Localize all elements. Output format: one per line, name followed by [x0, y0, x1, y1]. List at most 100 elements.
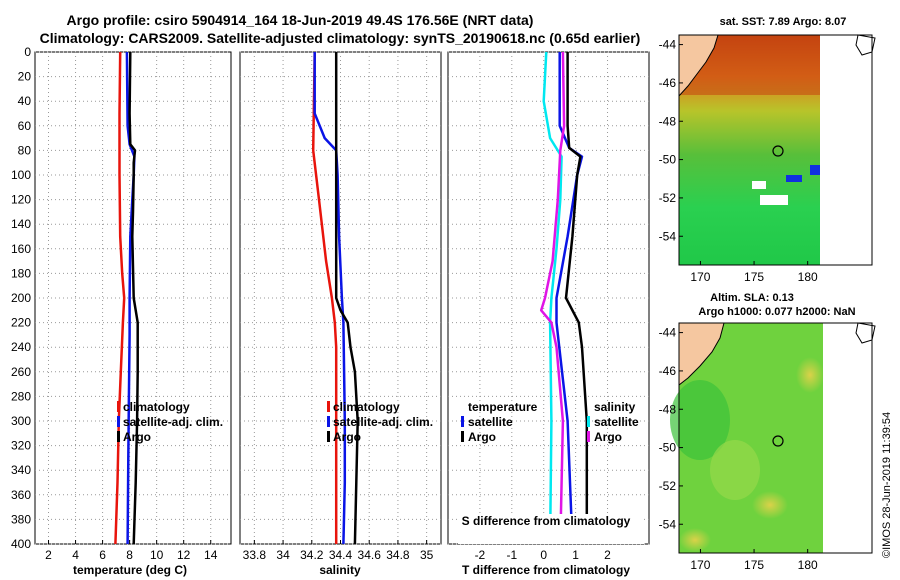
temperature-legend: climatology satellite-adj. clim. Argo	[117, 400, 223, 444]
legend-t-satellite-swatch	[461, 416, 464, 427]
lon-tick-label: 170	[690, 558, 710, 572]
series-s-argo	[539, 51, 566, 545]
legend-s-argo-swatch	[587, 431, 590, 442]
salinity-x-ticks: 33.8 34 34.2 34.4 34.6 34.8 35	[243, 540, 434, 562]
difference-lines	[539, 51, 589, 545]
legend-argo-label: Argo	[333, 430, 361, 444]
sst-cold-patch	[786, 175, 802, 182]
lat-tick-label: -52	[659, 479, 677, 493]
legend-argo-swatch	[117, 431, 120, 442]
temperature-x-ticks: 2 4 6 8 10 12 14	[45, 540, 218, 562]
s-difference-xlabel: S difference from climatology	[462, 514, 631, 528]
x-tick-label: 35	[420, 548, 434, 562]
depth-tick-label: 240	[11, 340, 31, 354]
sst-map-frame	[678, 34, 873, 266]
legend-t-satellite-label: satellite	[468, 415, 513, 429]
x-tick-label: 2	[45, 548, 52, 562]
salinity-lines	[311, 51, 359, 545]
depth-tick-label: 360	[11, 488, 31, 502]
lat-tick-label: -48	[659, 402, 677, 416]
lat-tick-label: -50	[659, 153, 677, 167]
depth-tick-label: 100	[11, 168, 31, 182]
depth-tick-label: 120	[11, 193, 31, 207]
temperature-grid	[35, 51, 231, 545]
new-zealand-coast	[678, 34, 719, 98]
x-tick-label: 8	[126, 548, 133, 562]
x-tick-label: 0	[540, 548, 547, 562]
series-s-satellite	[542, 51, 563, 545]
temperature-xlabel: temperature (deg C)	[73, 563, 187, 577]
sla-map-frame	[678, 322, 873, 554]
depth-tick-label: 140	[11, 217, 31, 231]
temperature-lines	[114, 51, 139, 545]
x-tick-label: 34.8	[386, 548, 410, 562]
x-tick-label: 2	[604, 548, 611, 562]
series-t-argo	[564, 52, 589, 544]
lon-tick-label: 180	[798, 558, 818, 572]
new-zealand-coast	[678, 322, 725, 387]
depth-tick-label: 380	[11, 512, 31, 526]
legend-argo-swatch	[327, 431, 330, 442]
lat-tick-label: -44	[659, 326, 677, 340]
legend-satellite-swatch	[327, 416, 330, 427]
argo-location-marker	[772, 145, 784, 157]
legend-t-argo-label: Argo	[468, 430, 496, 444]
x-tick-label: 4	[72, 548, 79, 562]
title-line-1: Argo profile: csiro 5904914_164 18-Jun-2…	[67, 12, 534, 28]
x-tick-label: 34	[276, 548, 290, 562]
argo-location-marker	[772, 435, 784, 447]
sla-high-patch-2	[796, 357, 824, 393]
depth-tick-label: 160	[11, 242, 31, 256]
lon-tick-label: 175	[744, 558, 764, 572]
depth-tick-label: 300	[11, 414, 31, 428]
difference-legend-temperature: temperature satellite Argo	[461, 400, 538, 444]
sla-lon-ticks: 170 175 180	[690, 549, 818, 572]
sla-map-subtitle: Argo h1000: 0.077 h2000: NaN	[698, 306, 855, 318]
legend-climatology-swatch	[117, 401, 120, 412]
series-climatology	[311, 51, 338, 544]
depth-tick-label: 80	[18, 143, 32, 157]
lon-tick-label: 170	[690, 270, 710, 284]
t-difference-xlabel: T difference from climatology	[462, 563, 630, 577]
s-difference-label-bg	[458, 514, 644, 544]
legend-temperature-title: temperature	[468, 400, 538, 414]
imos-credit: ©IMOS 28-Jun-2019 11:39:54	[881, 412, 893, 558]
x-tick-label: 1	[572, 548, 579, 562]
depth-tick-label: 260	[11, 365, 31, 379]
sst-lon-ticks: 170 175 180	[690, 261, 818, 284]
x-tick-label: 33.8	[243, 548, 267, 562]
title-line-2: Climatology: CARS2009. Satellite-adjuste…	[40, 30, 641, 46]
depth-tick-label: 220	[11, 316, 31, 330]
lat-tick-label: -48	[659, 114, 677, 128]
lat-tick-label: -54	[659, 517, 677, 531]
legend-s-satellite-label: satellite	[594, 415, 639, 429]
legend-salinity-title: salinity	[594, 400, 636, 414]
lat-tick-label: -46	[659, 76, 677, 90]
sla-patch	[710, 440, 760, 500]
sst-cloud-gap-2	[752, 181, 766, 189]
lon-tick-label: 175	[744, 270, 764, 284]
x-tick-label: -2	[475, 548, 486, 562]
depth-ticks: 0 20 40 60 80 100 120 140 160 180 200 220 240 260 280 3…	[11, 45, 31, 551]
salinity-xlabel: salinity	[319, 563, 361, 577]
series-t-satellite	[555, 52, 584, 545]
sst-no-data-strip	[820, 35, 824, 265]
sla-high-patch-3	[679, 528, 711, 552]
salinity-legend: climatology satellite-adj. clim. Argo	[327, 400, 433, 444]
lat-tick-label: -50	[659, 441, 677, 455]
depth-tick-label: 0	[24, 45, 31, 59]
x-tick-label: 6	[99, 548, 106, 562]
salinity-grid	[240, 51, 441, 545]
depth-tick-label: 40	[18, 94, 32, 108]
sla-map-title: Altim. SLA: 0.13	[710, 292, 794, 304]
lat-tick-label: -44	[659, 38, 677, 52]
sla-lat-ticks: -44 -46 -48 -50 -52 -54	[659, 326, 683, 531]
series-argo	[334, 52, 359, 545]
x-tick-label: 12	[177, 548, 191, 562]
x-tick-label: -1	[506, 548, 517, 562]
sla-map: Altim. SLA: 0.13 Argo h1000: 0.077 h2000…	[659, 292, 876, 572]
salinity-panel: 33.8 34 34.2 34.4 34.6 34.8 35 salinity climat…	[239, 51, 442, 577]
x-tick-label: 34.6	[358, 548, 382, 562]
